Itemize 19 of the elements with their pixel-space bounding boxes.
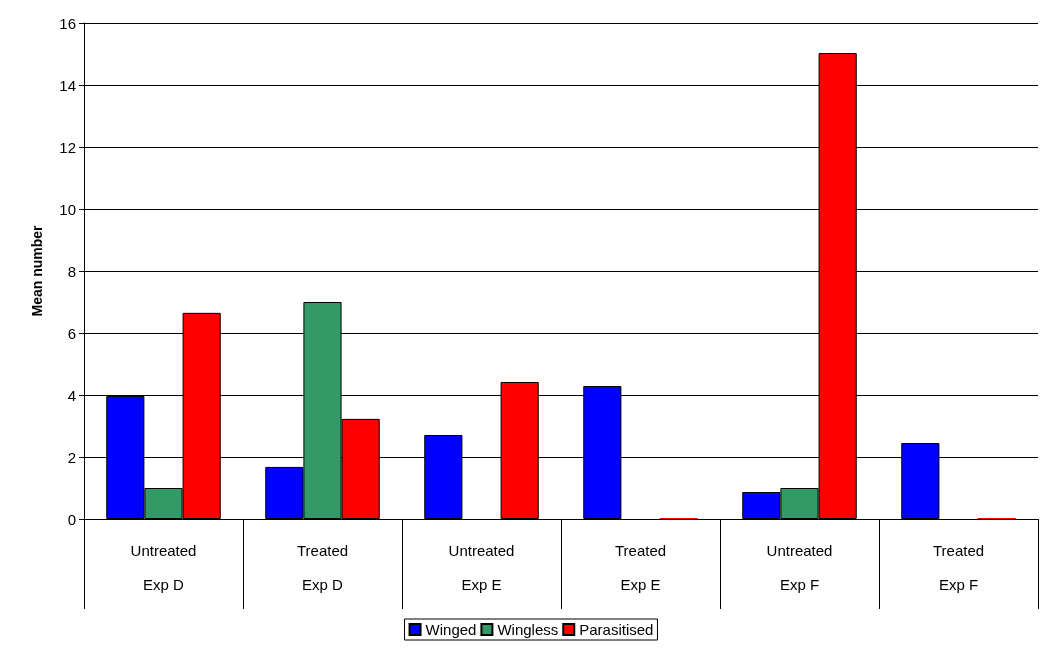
y-tick-label: 8 bbox=[67, 262, 76, 280]
y-tick-label: 12 bbox=[59, 138, 76, 156]
x-tick-label: Untreated Exp D bbox=[130, 541, 197, 593]
y-tick-label: 10 bbox=[59, 200, 76, 218]
y-tick-label: 6 bbox=[67, 324, 76, 342]
y-tick-label: 16 bbox=[59, 14, 76, 32]
x-tick-label: Treated Exp F bbox=[932, 541, 985, 593]
y-tick-label: 14 bbox=[59, 76, 76, 94]
y-tick-label: 4 bbox=[67, 386, 76, 404]
x-tick-label: Untreated Exp E bbox=[448, 541, 515, 593]
x-tick-label: Treated Exp D bbox=[296, 541, 349, 593]
y-axis-title: Mean number bbox=[29, 224, 45, 317]
legend-label: Parasitised bbox=[579, 621, 654, 638]
x-tick-label: Treated Exp E bbox=[614, 541, 667, 593]
legend-label: Wingless bbox=[497, 621, 559, 638]
y-tick-label: 2 bbox=[67, 448, 76, 466]
legend-label: Winged bbox=[425, 621, 477, 638]
y-tick-label: 0 bbox=[67, 510, 76, 528]
x-tick-label: Untreated Exp F bbox=[766, 541, 833, 593]
